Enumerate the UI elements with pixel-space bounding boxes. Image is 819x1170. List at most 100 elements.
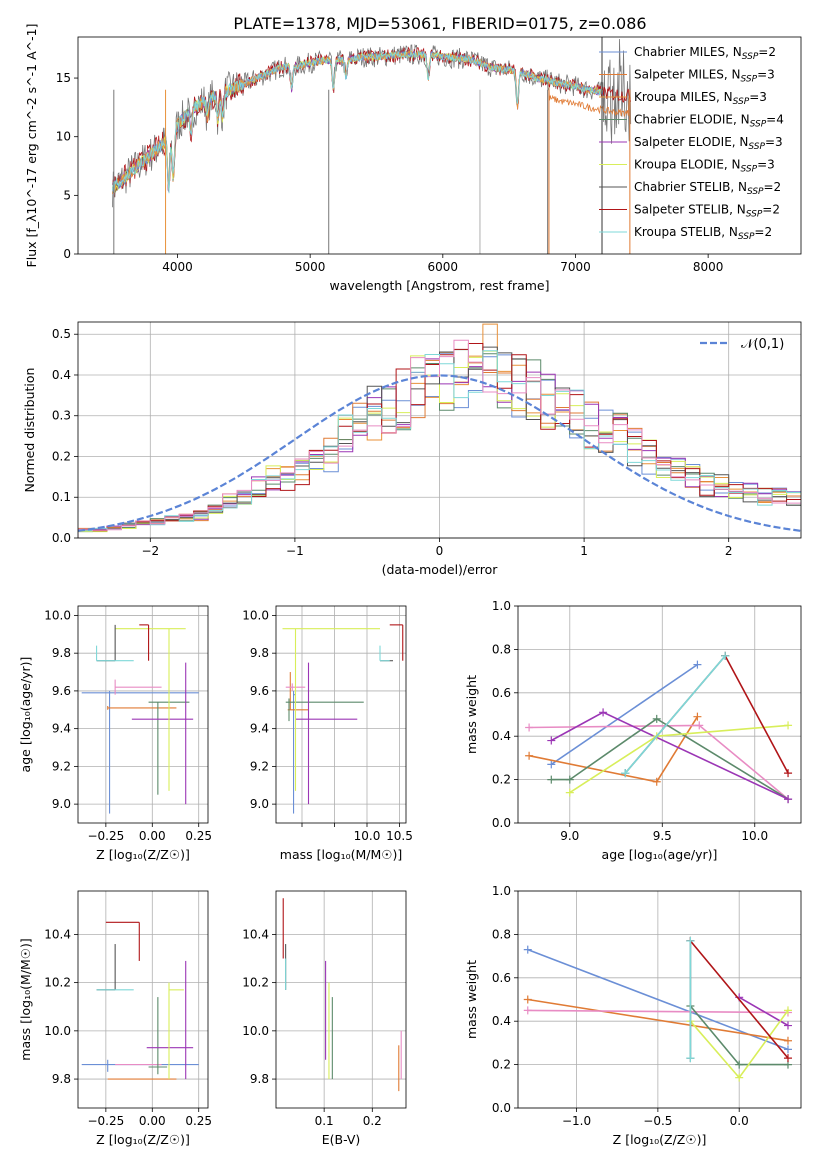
age_vs_mass-plot-area (282, 624, 404, 814)
legend-entry: Chabrier ELODIE, NSSP=4 (634, 113, 784, 130)
legend-entry: Salpeter ELODIE, NSSP=3 (634, 135, 783, 152)
x-tick-label: −1.0 (562, 1114, 591, 1128)
x-axis-label: mass [log₁₀(M/M☉)] (280, 847, 402, 862)
weight_vs_Z-plot-area (523, 936, 792, 1082)
legend-entry: Chabrier MILES, NSSP=2 (634, 45, 776, 62)
weight-point-marker (523, 995, 532, 1004)
x-tick-label: 10.5 (386, 829, 413, 843)
x-tick-label: 6000 (428, 260, 459, 274)
spectrum-series-line (112, 50, 604, 192)
weight-series-line (550, 663, 698, 766)
x-tick-label: −2 (141, 544, 159, 558)
weight-point-marker (621, 769, 630, 778)
weight-point-marker (735, 1060, 744, 1069)
weight-point-marker (783, 1036, 792, 1045)
y-tick-label: 0.8 (492, 642, 511, 656)
y-tick-label: 9.2 (250, 759, 269, 773)
x-tick-label: 10.0 (354, 829, 381, 843)
x-tick-label: −0.25 (87, 1114, 124, 1128)
weight-point-marker (547, 775, 556, 784)
x-tick-label: 0.2 (363, 1114, 382, 1128)
y-tick-label: 0.2 (492, 1058, 511, 1072)
y-tick-label: 0.5 (52, 327, 71, 341)
residuals-plot-area (78, 323, 801, 538)
y-axis-label: mass [log₁₀(M/M☉)] (18, 938, 33, 1060)
x-tick-label: 2 (725, 544, 733, 558)
weight-point-marker (565, 788, 574, 797)
age_vs_mass-frame (275, 605, 407, 824)
legend-entry: Kroupa ELODIE, NSSP=3 (634, 158, 775, 175)
weight-point-marker (695, 721, 704, 730)
y-tick-label: 10.2 (44, 976, 71, 990)
residuals-legend: 𝒩(0,1) (700, 337, 784, 352)
y-tick-label: 10.4 (242, 927, 269, 941)
weight-point-marker (652, 714, 661, 723)
x-tick-label: 4000 (162, 260, 193, 274)
residuals-axes: −2 −1 0 1 2 0.0 0.1 0.2 0.3 0.4 0.5 (data-model)/er… (22, 322, 801, 577)
y-tick-label: 0 (63, 247, 71, 261)
x-tick-label: 0.00 (139, 829, 166, 843)
y-tick-label: 9.8 (250, 646, 269, 660)
weight-series-line (569, 724, 789, 794)
y-tick-label: 9.8 (250, 1072, 269, 1086)
y-axis-label: age [log₁₀(age/yr)] (18, 657, 33, 773)
x-axis-label: wavelength [Angstrom, rest frame] (329, 278, 549, 293)
weight-series-line (527, 998, 789, 1042)
y-tick-label: 0.0 (492, 1101, 511, 1115)
x-tick-label: 5000 (295, 260, 326, 274)
spectrum-axes: 4000 5000 6000 7000 8000 0 5 10 15 wavelength [An… (24, 24, 723, 293)
x-tick-label: 9.0 (560, 829, 579, 843)
y-tick-label: 9.4 (250, 722, 269, 736)
y-tick-label: 9.0 (250, 797, 269, 811)
weight-series-line (551, 717, 789, 800)
residuals-frame (77, 321, 802, 539)
x-tick-label: 0 (436, 544, 444, 558)
y-tick-label: 10.0 (44, 1024, 71, 1038)
weight-point-marker (783, 1045, 792, 1054)
legend-entry: Kroupa MILES, NSSP=3 (634, 90, 767, 107)
x-tick-label: 0.1 (315, 1114, 334, 1128)
y-tick-label: 0.0 (52, 531, 71, 545)
age_vs_Z-frame (77, 605, 209, 824)
figure-title: PLATE=1378, MJD=53061, FIBERID=0175, z=0… (233, 14, 646, 33)
y-tick-label: 0.3 (52, 409, 71, 423)
mass_vs_EBV-plot-area (282, 898, 402, 1092)
x-tick-label: 0.00 (139, 1114, 166, 1128)
y-axis-label: Normed distribution (22, 368, 37, 493)
x-tick-label: −1 (286, 544, 304, 558)
y-tick-label: 5 (63, 188, 71, 202)
weight-point-marker (784, 769, 793, 778)
spectrum-frame (77, 36, 802, 255)
y-tick-label: 9.8 (52, 646, 71, 660)
histogram-series-step (78, 339, 801, 538)
weight-point-marker (686, 1054, 695, 1063)
x-tick-label: −0.25 (87, 829, 124, 843)
x-axis-label: Z [log₁₀(Z/Z☉)] (613, 1132, 707, 1147)
weight-point-marker (735, 1073, 744, 1082)
weight-point-marker (693, 712, 702, 721)
x-axis-label: Z [log₁₀(Z/Z☉)] (96, 847, 190, 862)
y-tick-label: 0.6 (492, 686, 511, 700)
weight-point-marker (565, 775, 574, 784)
weight-point-marker (693, 660, 702, 669)
legend-entry: Salpeter STELIB, NSSP=2 (634, 203, 780, 220)
spectrum-plot-area (112, 37, 632, 254)
x-axis-label: Z [log₁₀(Z/Z☉)] (96, 1132, 190, 1147)
x-axis-label: (data-model)/error (382, 562, 499, 577)
y-tick-label: 0.1 (52, 490, 71, 504)
weight-point-marker (721, 651, 730, 660)
weight-point-marker (783, 1054, 792, 1063)
weight-point-marker (652, 777, 661, 786)
x-tick-label: 0.0 (730, 1114, 749, 1128)
weight_vs_Z-frame (517, 890, 802, 1109)
y-axis-label: mass weight (464, 960, 479, 1039)
y-tick-label: 0.2 (492, 773, 511, 787)
weight_vs_age-plot-area (525, 651, 793, 804)
normal-curve (78, 374, 801, 532)
y-tick-label: 0.6 (492, 971, 511, 985)
y-tick-label: 0.4 (52, 368, 71, 382)
x-tick-label: 10.0 (741, 829, 768, 843)
y-tick-label: 10.0 (242, 1024, 269, 1038)
age_vs_mass-axes: 10.0 10.5 9.0 9.2 9.4 9.6 9.8 10.0 mass [log₁₀(M… (242, 606, 413, 862)
